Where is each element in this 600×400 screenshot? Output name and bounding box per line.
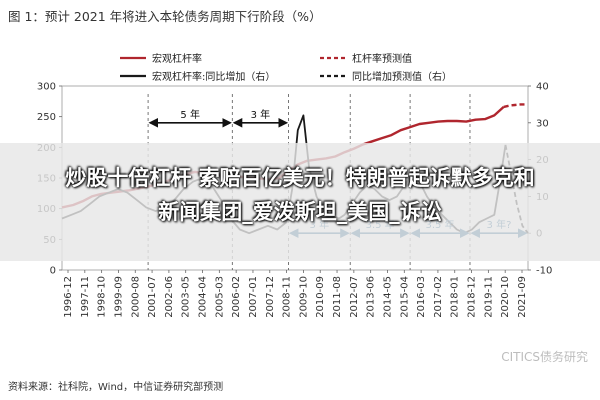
headline-overlay xyxy=(0,143,600,261)
x-tick-label: 2006-02 xyxy=(231,276,242,318)
left-tick-label: 0 xyxy=(50,266,56,277)
x-tick-label: 2003-05 xyxy=(181,276,192,318)
x-tick-label: 2021-09 xyxy=(517,276,528,318)
x-tick-label: 1997-11 xyxy=(80,276,91,318)
x-tick-label: 2011-08 xyxy=(332,276,343,318)
headline-line-1: 炒股十倍杠杆 索赔百亿美元！特朗普起诉默多克和 xyxy=(65,166,535,190)
x-tick-label: 2020-10 xyxy=(500,276,511,318)
watermark: CITICS债务研究 xyxy=(501,350,588,364)
x-tick-label: 2007-12 xyxy=(265,276,276,318)
period-label: 5 年 xyxy=(180,108,200,121)
x-tick-label: 2010-09 xyxy=(315,276,326,318)
x-tick-label: 2018-12 xyxy=(467,276,478,318)
x-tick-label: 2013-06 xyxy=(366,276,377,318)
headline: 炒股十倍杠杆 索赔百亿美元！特朗普起诉默多克和 新闻集团_爱泼斯坦_美国_诉讼 xyxy=(0,161,600,229)
right-tick-label: -10 xyxy=(536,266,552,277)
x-tick-label: 2000-08 xyxy=(130,276,141,318)
x-tick-label: 2016-03 xyxy=(416,276,427,318)
leverage-forecast-line xyxy=(503,103,527,109)
x-tick-label: 2018-01 xyxy=(450,276,461,318)
x-tick-label: 2017-02 xyxy=(433,276,444,318)
legend-label: 宏观杠杆率:同比增加（右） xyxy=(152,70,275,83)
x-tick-label: 1998-10 xyxy=(97,276,108,318)
legend-label: 宏观杠杆率 xyxy=(152,52,202,65)
period-label: 3 年 xyxy=(251,108,271,121)
x-tick-label: 2002-06 xyxy=(164,276,175,318)
legend-label: 杠杆率预测值 xyxy=(352,52,412,65)
x-tick-label: 2014-05 xyxy=(382,276,393,318)
x-tick-label: 2007-01 xyxy=(248,276,259,318)
x-tick-label: 2001-07 xyxy=(147,276,158,318)
x-tick-label: 1996-12 xyxy=(63,276,74,318)
figure-title: 图 1：预计 2021 年将进入本轮债务周期下行阶段（%） xyxy=(8,9,322,24)
x-tick-label: 2015-04 xyxy=(399,276,410,318)
x-tick-label: 2009-10 xyxy=(298,276,309,318)
legend-label: 同比增加预测值（右） xyxy=(352,70,452,83)
x-axis: 1996-12 1997-11 1998-10 1999-09 2000-08 2001-… xyxy=(63,270,528,318)
right-tick-label: 30 xyxy=(536,118,549,129)
headline-line-2: 新闻集团_爱泼斯坦_美国_诉讼 xyxy=(158,200,442,224)
right-tick-label: 40 xyxy=(536,82,549,93)
x-tick-label: 2005-03 xyxy=(214,276,225,318)
source-note: 资料来源：社科院，Wind，中信证券研究部预测 xyxy=(8,382,224,393)
x-tick-label: 2019-11 xyxy=(483,276,494,318)
left-tick-label: 250 xyxy=(37,112,56,123)
x-tick-label: 2012-07 xyxy=(349,276,360,318)
x-tick-label: 1999-09 xyxy=(113,276,124,318)
x-tick-label: 2004-04 xyxy=(198,276,209,318)
left-tick-label: 300 xyxy=(37,82,56,93)
x-tick-label: 2008-11 xyxy=(282,276,293,318)
